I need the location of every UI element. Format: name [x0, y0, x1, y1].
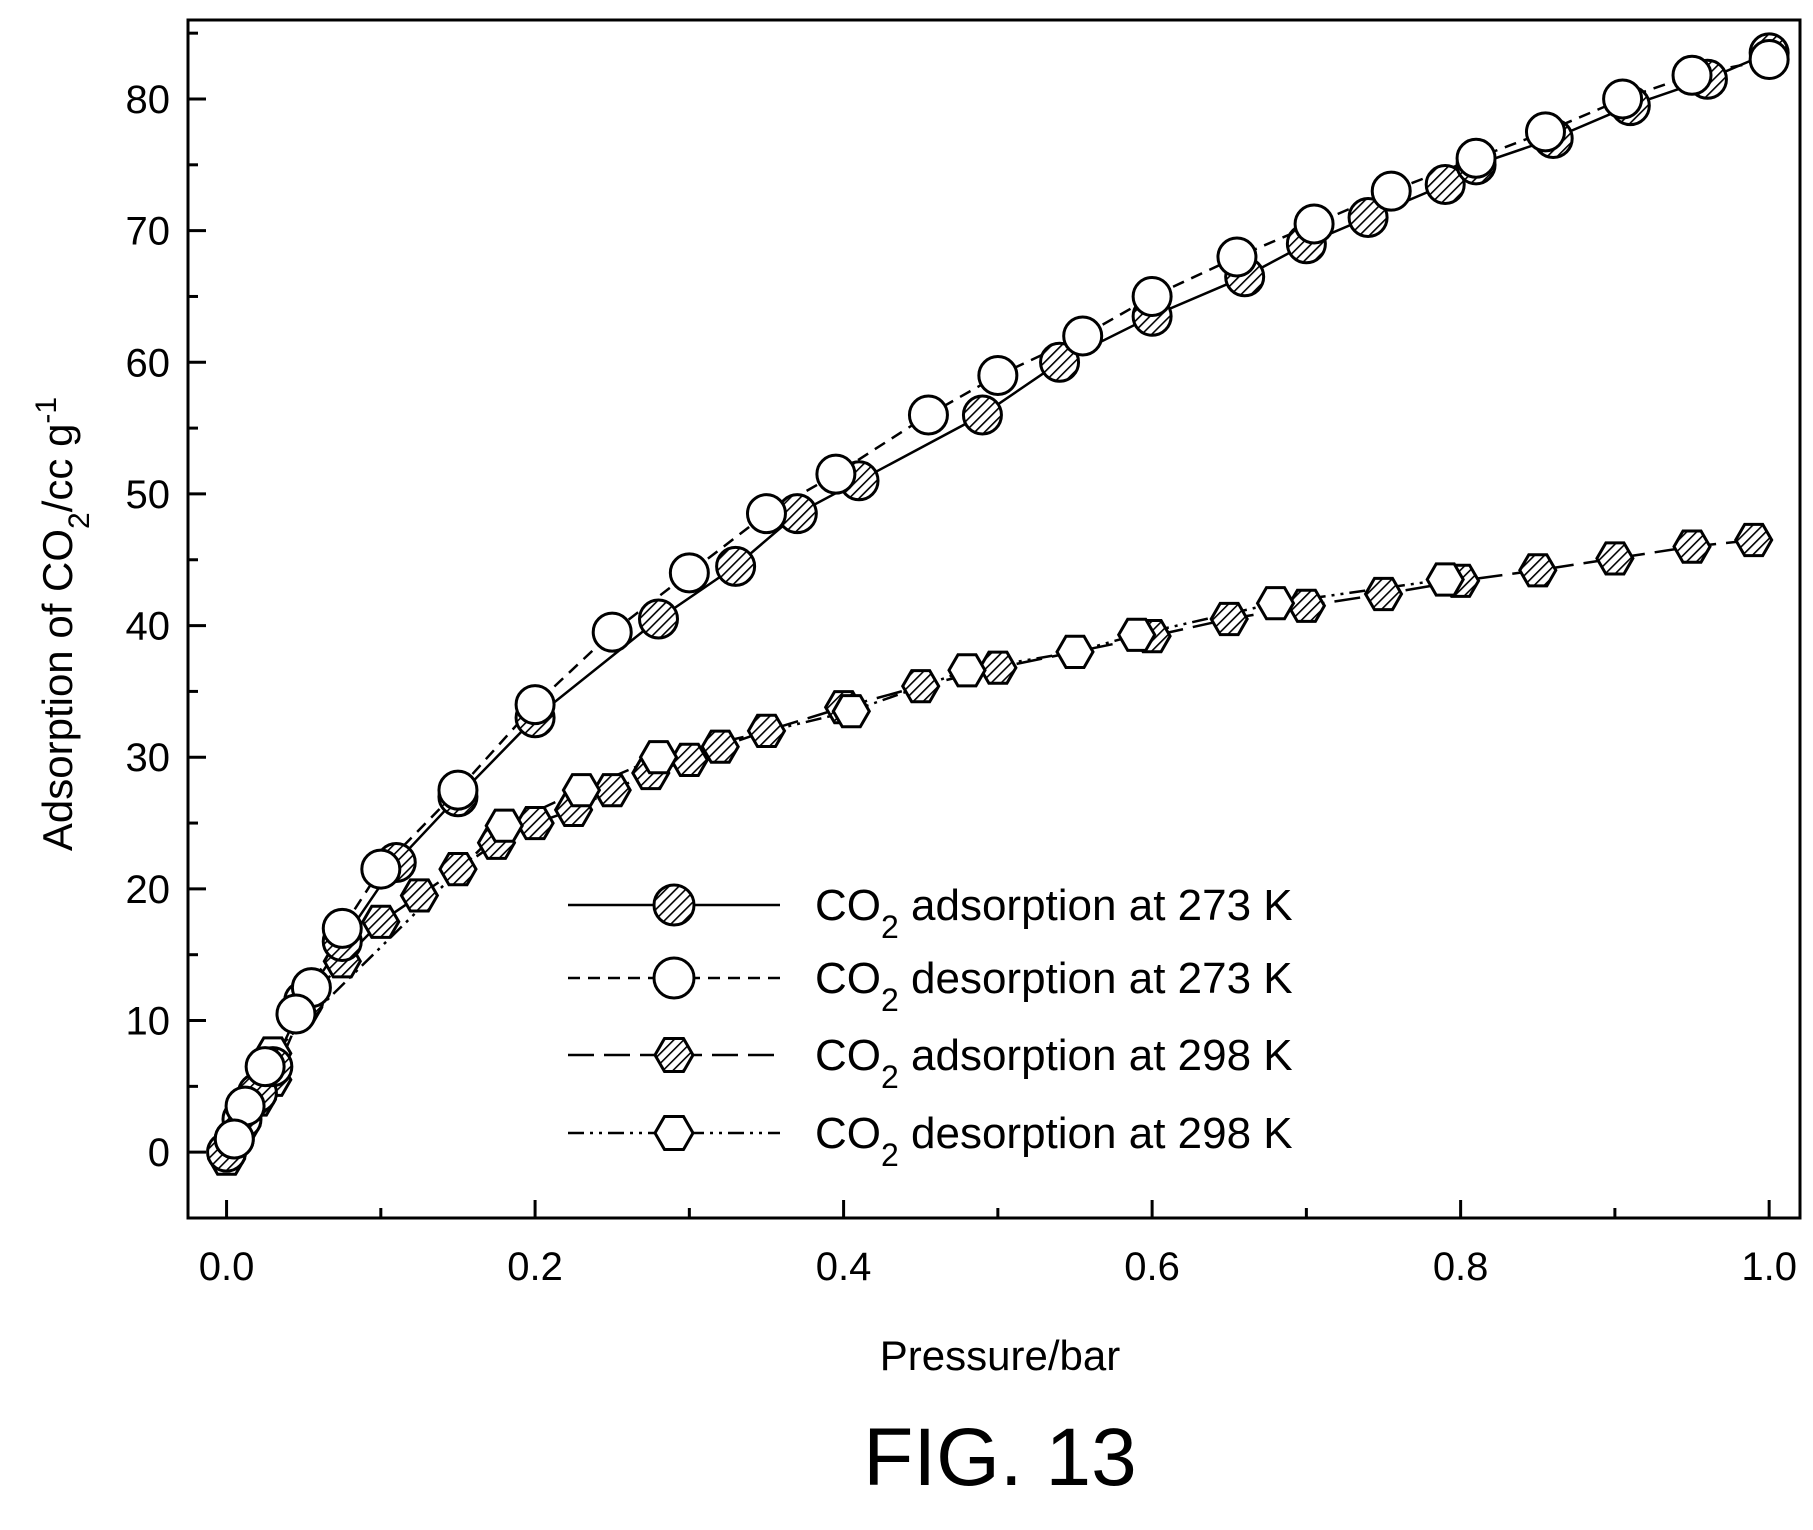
y-axis-title: Adsorption of CO2/cc g-1 [30, 397, 96, 851]
data-point-series-0 [1347, 196, 1389, 238]
data-point-series-3 [1425, 562, 1465, 597]
data-point-series-1 [977, 354, 1019, 396]
data-point-series-2 [1672, 529, 1712, 564]
data-point-series-0 [637, 598, 679, 640]
data-point-series-1 [1671, 54, 1713, 96]
data-point-series-1 [1524, 111, 1566, 153]
data-point-series-1 [1062, 315, 1104, 357]
data-point-series-2 [1286, 588, 1327, 623]
data-point-series-2 [1363, 576, 1404, 612]
data-point-series-1 [1370, 170, 1412, 212]
x-tick-label: 1.0 [1741, 1245, 1797, 1289]
legend-marker-2 [653, 1037, 695, 1073]
x-tick-label: 0.6 [1124, 1245, 1180, 1289]
data-point-series-1 [321, 907, 363, 949]
y-tick-label: 50 [126, 473, 171, 517]
x-tick-label: 0.2 [507, 1245, 563, 1289]
data-point-series-1 [514, 684, 556, 726]
data-point-series-3 [831, 694, 872, 729]
data-point-series-2 [515, 806, 555, 841]
figure-caption: FIG. 13 [863, 1412, 1136, 1503]
data-point-series-3 [484, 808, 524, 843]
data-point-series-2 [438, 852, 478, 887]
x-tick-label: 0.8 [1433, 1245, 1489, 1289]
data-point-series-3 [1055, 634, 1095, 669]
legend-label-3: CO2 desorption at 298 K [815, 1109, 1293, 1173]
data-point-series-1 [1131, 275, 1173, 317]
data-point-series-3 [1116, 617, 1157, 652]
x-tick-label: 0.0 [199, 1245, 255, 1289]
x-axis-ticks: 0.0 0.2 0.4 0.6 0.8 1.0 [199, 1200, 1797, 1289]
plot-frame [186, 18, 1802, 1220]
y-tick-label: 70 [126, 210, 171, 254]
series-markers [206, 32, 1790, 1176]
data-point-series-2 [399, 878, 440, 913]
legend-marker-3 [653, 1115, 695, 1151]
legend-marker-0 [652, 883, 696, 927]
data-point-series-3 [947, 653, 987, 688]
data-point-series-2 [1595, 541, 1635, 576]
data-point-series-0 [1424, 164, 1466, 206]
data-point-series-1 [1602, 78, 1644, 120]
legend-label-1: CO2 desorption at 273 K [815, 954, 1293, 1018]
data-point-series-2 [1518, 553, 1558, 588]
legend-label-2: CO2 adsorption at 298 K [815, 1031, 1293, 1095]
legend-marker-1 [652, 956, 696, 1000]
data-point-series-1 [1748, 38, 1790, 80]
data-point-series-1 [437, 769, 479, 811]
data-point-series-3 [638, 740, 679, 775]
data-point-series-2 [900, 669, 941, 704]
data-point-series-2 [978, 650, 1018, 685]
data-point-series-1 [1216, 236, 1258, 278]
x-tick-label: 0.4 [816, 1245, 872, 1289]
data-point-series-1 [1293, 203, 1335, 245]
data-point-series-1 [745, 493, 787, 535]
legend-label-0: CO2 adsorption at 273 K [815, 881, 1293, 945]
data-point-series-1 [668, 552, 710, 594]
legend: CO2 adsorption at 273 K CO2 desorption at… [568, 881, 1293, 1173]
y-axis-ticks: 0 10 20 30 40 50 60 70 80 [126, 31, 206, 1220]
y-tick-label: 0 [148, 1131, 170, 1175]
data-point-series-2 [746, 713, 787, 748]
data-point-series-3 [1255, 586, 1296, 621]
data-point-series-1 [213, 1118, 255, 1160]
data-point-series-1 [360, 848, 402, 890]
y-tick-label: 20 [126, 868, 171, 912]
data-point-series-1 [275, 993, 317, 1035]
data-point-series-0 [1039, 341, 1081, 383]
y-tick-label: 60 [126, 341, 171, 385]
data-point-series-1 [907, 394, 949, 436]
y-tick-label: 30 [126, 736, 171, 780]
data-point-series-2 [361, 904, 401, 939]
data-point-series-1 [815, 453, 857, 495]
data-point-series-1 [1455, 137, 1497, 179]
data-point-series-2 [700, 729, 740, 764]
data-point-series-2 [1209, 601, 1249, 637]
y-tick-label: 10 [126, 1000, 171, 1044]
data-point-series-2 [1733, 522, 1774, 558]
data-point-series-0 [961, 394, 1003, 436]
data-point-series-1 [244, 1046, 286, 1088]
x-axis-title: Pressure/bar [880, 1332, 1120, 1379]
data-point-series-3 [561, 773, 602, 808]
y-tick-label: 40 [126, 605, 171, 649]
data-point-series-0 [715, 545, 757, 587]
data-point-series-1 [591, 611, 633, 653]
y-tick-label: 80 [126, 78, 171, 122]
